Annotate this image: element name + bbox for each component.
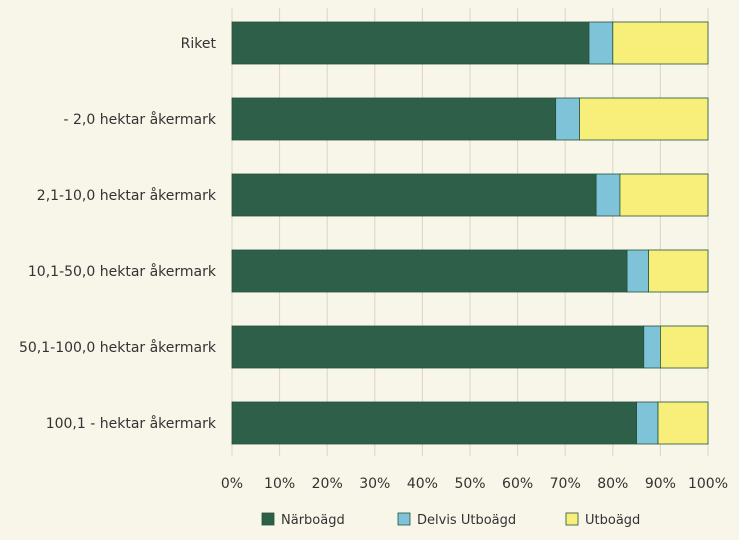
x-tick-label-2: 20% bbox=[312, 476, 343, 492]
legend: Närboägd Delvis Utboägd Utboägd bbox=[261, 512, 640, 528]
category-label-4: 50,1-100,0 hektar åkermark bbox=[19, 339, 217, 356]
category-label-0: Riket bbox=[181, 36, 217, 52]
category-label-5: 100,1 - hektar åkermark bbox=[46, 415, 217, 432]
bar-layer bbox=[231, 21, 709, 445]
bar-0-series-1 bbox=[588, 21, 614, 65]
bar-1-series-2 bbox=[579, 97, 709, 141]
category-label-3: 10,1-50,0 hektar åkermark bbox=[28, 263, 217, 280]
x-tick-label-10: 100% bbox=[688, 476, 728, 492]
legend-label-2: Utboägd bbox=[585, 513, 640, 528]
bar-3-series-2 bbox=[648, 249, 709, 293]
bar-2-series-2 bbox=[619, 173, 709, 217]
x-tick-label-6: 60% bbox=[502, 476, 533, 492]
x-tick-label-7: 70% bbox=[550, 476, 581, 492]
x-tick-label-8: 80% bbox=[597, 476, 628, 492]
bar-0-series-2 bbox=[612, 21, 709, 65]
bar-3-series-0 bbox=[231, 249, 628, 293]
category-labels: Riket - 2,0 hektar åkermark 2,1-10,0 hekta… bbox=[19, 36, 217, 432]
x-tick-label-4: 40% bbox=[407, 476, 438, 492]
x-tick-label-0: 0% bbox=[221, 476, 243, 492]
category-label-2: 2,1-10,0 hektar åkermark bbox=[37, 187, 217, 204]
bar-1-series-1 bbox=[555, 97, 580, 141]
bar-2-series-0 bbox=[231, 173, 597, 217]
bar-3-series-1 bbox=[626, 249, 649, 293]
grid-layer bbox=[231, 8, 709, 456]
bar-4-series-2 bbox=[660, 325, 709, 369]
legend-swatch-1 bbox=[397, 512, 411, 526]
legend-label-0: Närboägd bbox=[281, 513, 345, 528]
legend-swatch-2 bbox=[565, 512, 579, 526]
legend-swatch-0 bbox=[261, 512, 275, 526]
legend-label-1: Delvis Utboägd bbox=[417, 513, 516, 528]
category-label-1: - 2,0 hektar åkermark bbox=[64, 111, 217, 128]
bar-4-series-0 bbox=[231, 325, 645, 369]
bar-4-series-1 bbox=[643, 325, 661, 369]
bar-0-series-0 bbox=[231, 21, 590, 65]
x-axis-tick-labels: 0% 10% 20% 30% 40% 50% 60% 70% 80% 90% 100% bbox=[221, 476, 728, 492]
bar-5-series-0 bbox=[231, 401, 638, 445]
x-tick-label-9: 90% bbox=[645, 476, 676, 492]
x-tick-label-3: 30% bbox=[359, 476, 390, 492]
bar-1-series-0 bbox=[231, 97, 557, 141]
bar-2-series-1 bbox=[595, 173, 621, 217]
bar-5-series-2 bbox=[657, 401, 709, 445]
x-tick-label-1: 10% bbox=[264, 476, 295, 492]
x-tick-label-5: 50% bbox=[454, 476, 485, 492]
bar-5-series-1 bbox=[636, 401, 659, 445]
